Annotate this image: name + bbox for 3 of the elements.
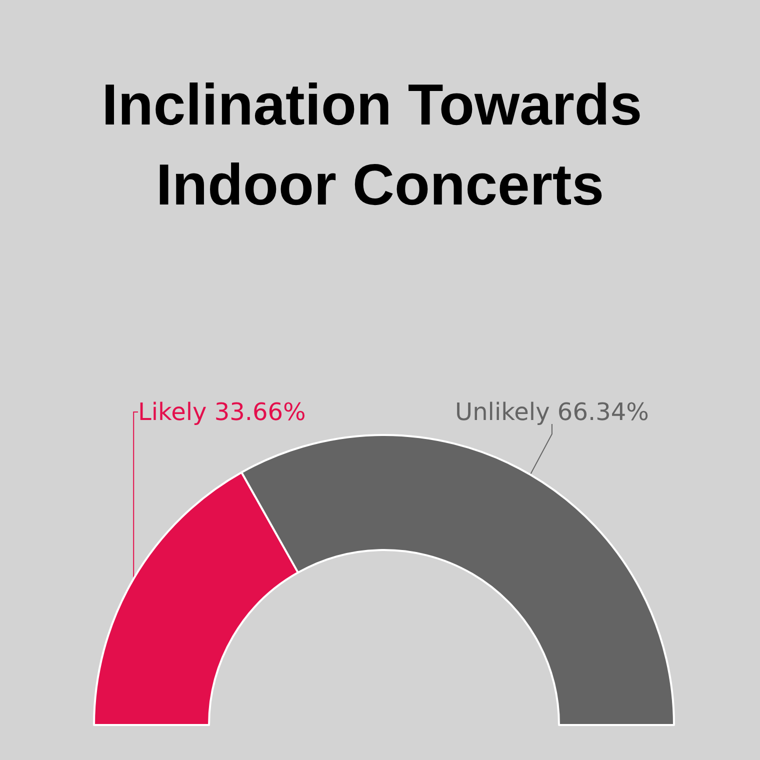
slice-label: Unlikely 66.34% — [455, 398, 649, 426]
chart-title: Inclination Towards Indoor Concerts — [102, 72, 658, 218]
slice-label: Likely 33.66% — [138, 398, 306, 426]
